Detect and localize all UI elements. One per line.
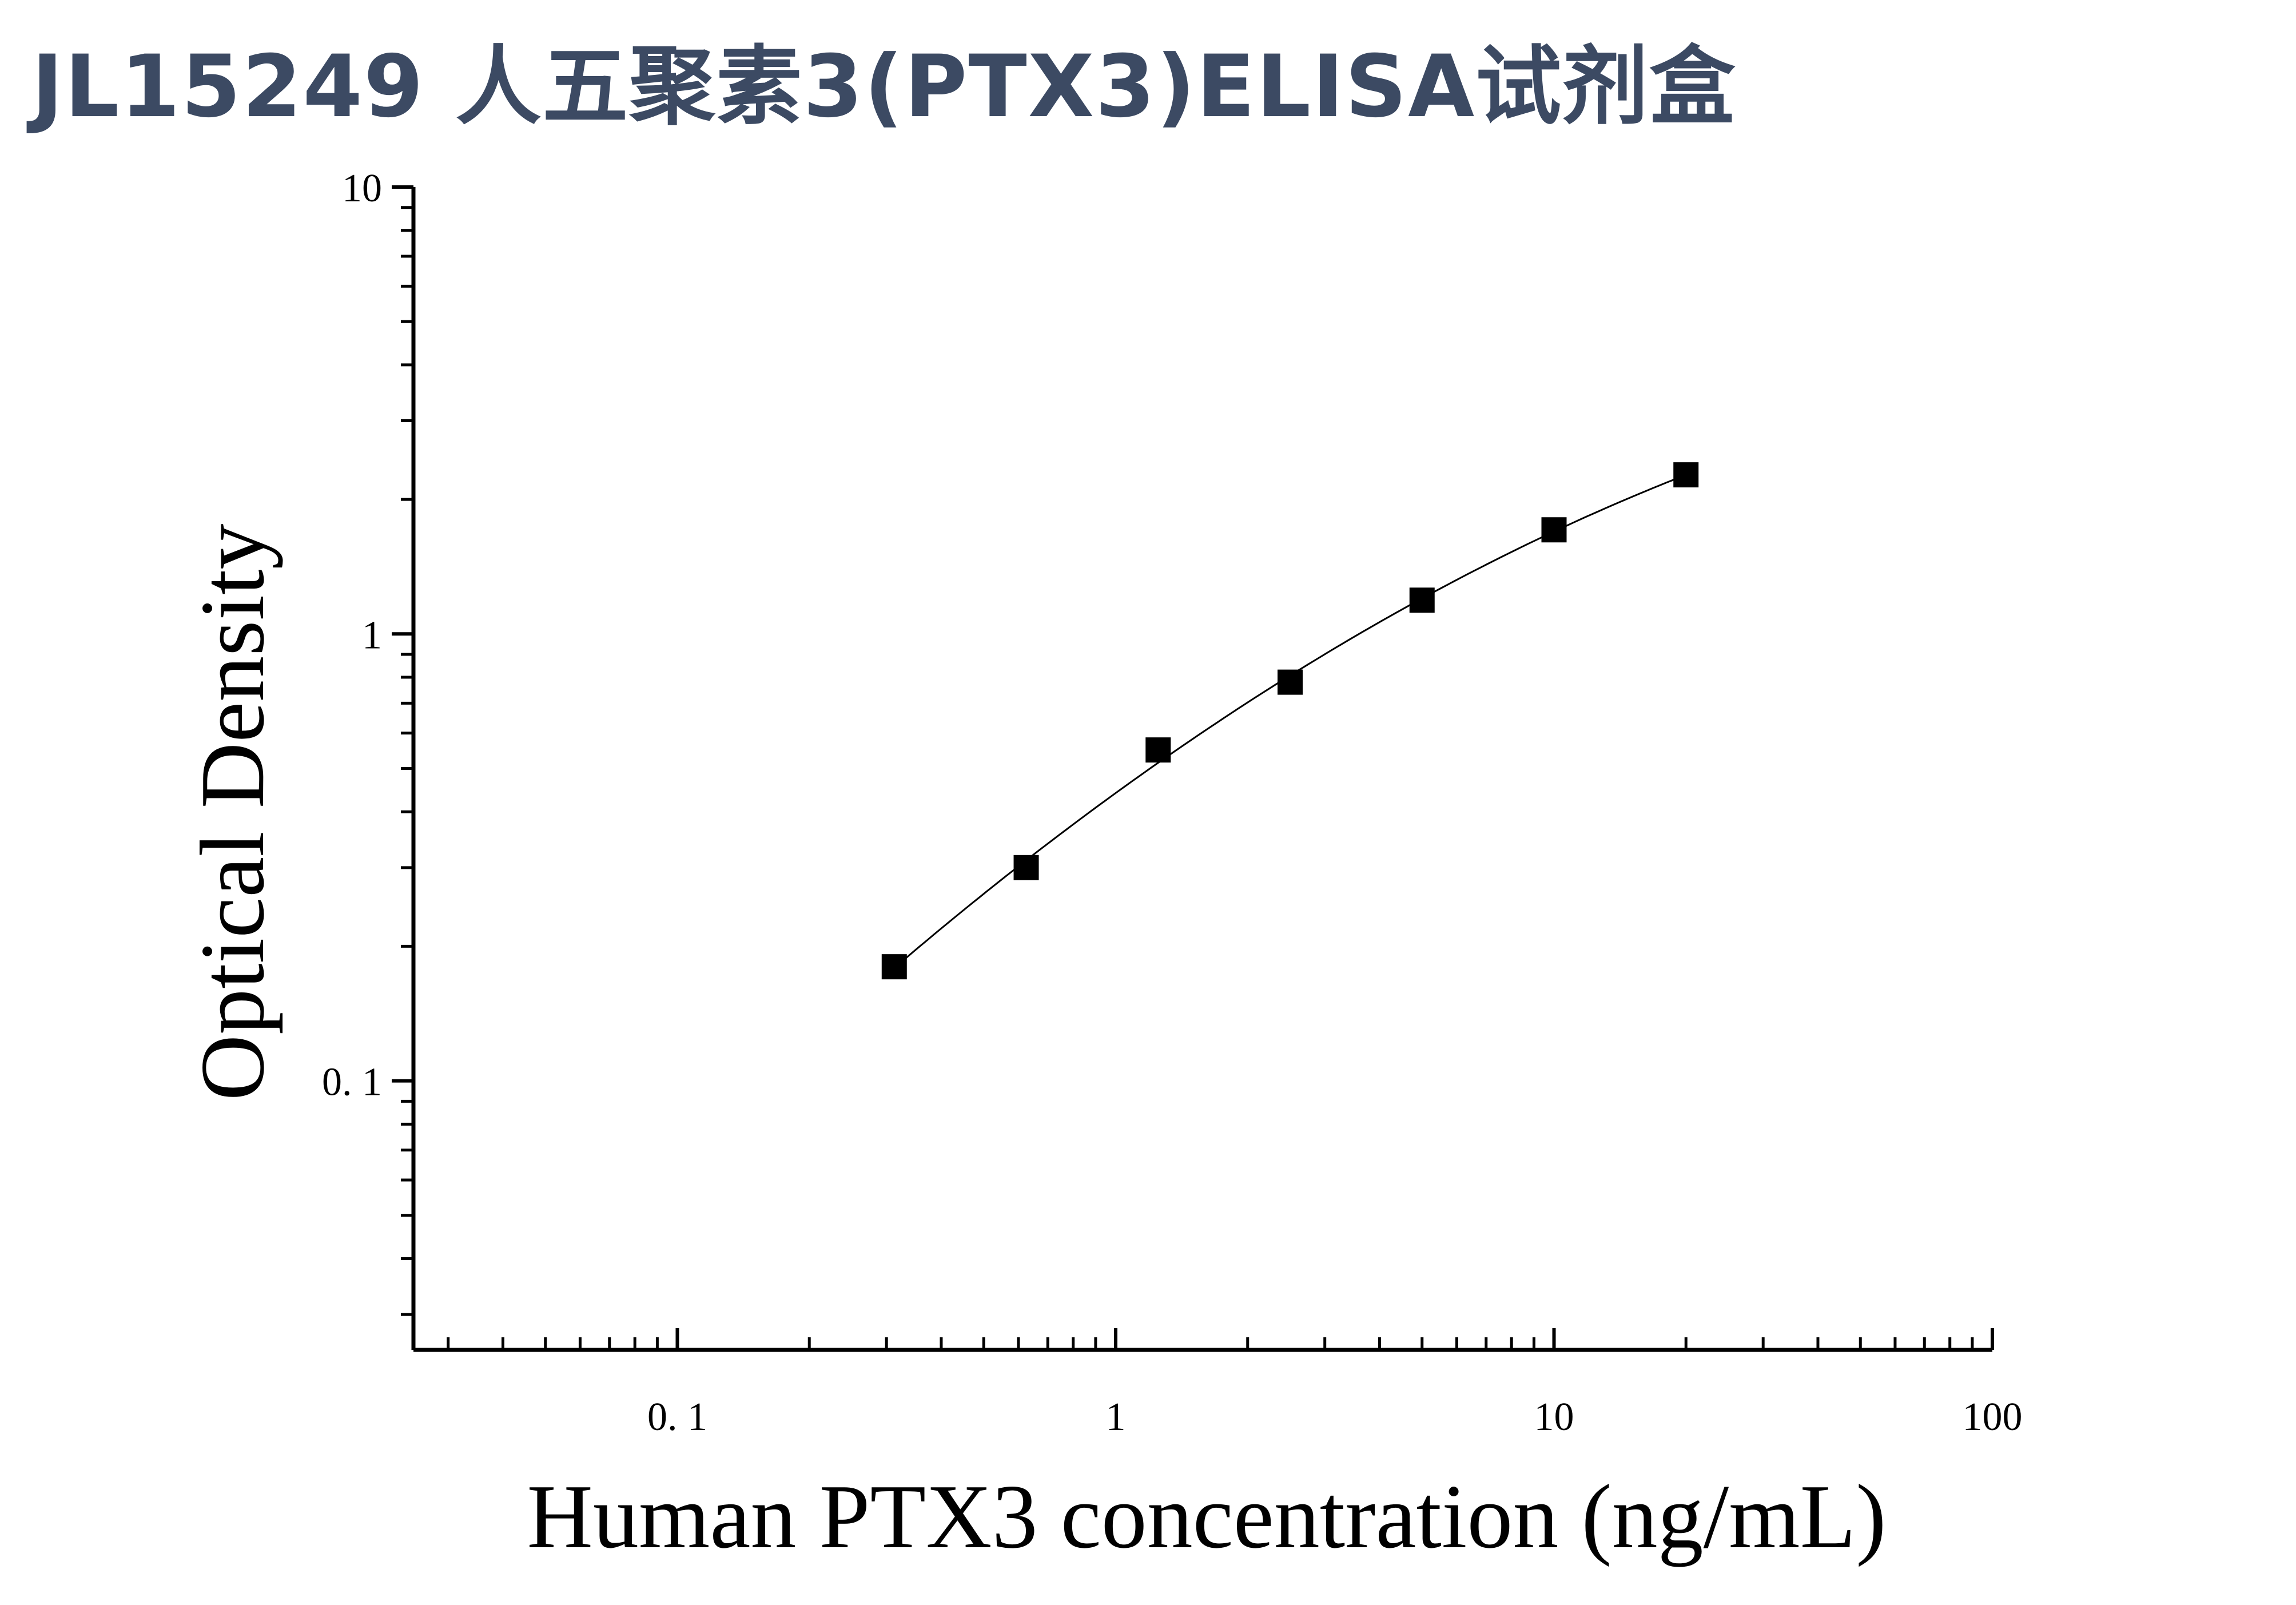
data-points: [881, 462, 1699, 980]
axes: [411, 187, 1992, 1352]
page-title: JL15249 人五聚素3(PTX3)ELISA试剂盒: [31, 37, 1737, 137]
data-point: [1145, 737, 1171, 763]
x-axis-title: Human PTX3 concentration (ng/mL): [527, 1465, 1886, 1567]
data-point: [1013, 855, 1039, 880]
y-tick-label: 0. 1: [322, 1060, 382, 1105]
fit-curve-layer: [893, 474, 1686, 969]
x-tick-label: 1: [1105, 1395, 1125, 1439]
y-tick-label: 1: [362, 613, 382, 657]
tick-labels: 0. 1 1 10 100 0. 1 1 10: [322, 166, 2023, 1439]
data-point: [1278, 669, 1303, 695]
data-point: [1673, 462, 1699, 488]
fit-curve: [893, 474, 1686, 969]
data-point: [1409, 587, 1435, 613]
data-point: [1541, 517, 1567, 543]
x-tick-label: 10: [1534, 1395, 1574, 1439]
y-tick-label: 10: [342, 166, 382, 210]
data-point: [881, 954, 907, 980]
y-axis-title: Optical Density: [181, 524, 283, 1101]
tick-marks: [392, 185, 1994, 1350]
x-tick-label: 0. 1: [647, 1395, 707, 1439]
x-tick-label: 100: [1963, 1395, 2023, 1439]
